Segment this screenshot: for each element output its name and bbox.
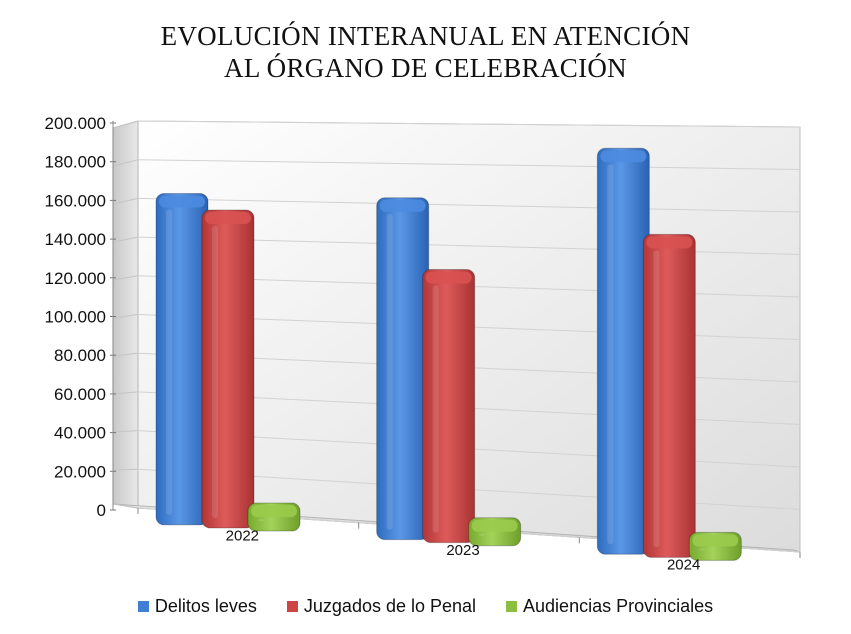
side-wall [112, 120, 139, 509]
side-gridline-8 [112, 197, 139, 205]
bar-body-2023-0 [376, 197, 430, 541]
bar-2023-1 [422, 269, 476, 544]
side-gridline-2 [112, 430, 139, 433]
bar-2024-0 [596, 147, 650, 555]
y-tick-label-1: 20.000 [54, 462, 106, 481]
side-gridline-4 [112, 352, 139, 357]
x-label-2024: 2024 [667, 557, 700, 574]
bars [155, 147, 742, 561]
y-tick-label-3: 60.000 [54, 385, 106, 404]
bar-top-2022-2 [251, 505, 297, 518]
gridline-10 [137, 120, 801, 128]
y-tick-label-5: 100.000 [45, 308, 106, 327]
x-label-2023: 2023 [446, 542, 479, 559]
legend-swatch-audiencias-provinciales [506, 601, 518, 612]
bar-body-2024-1 [642, 233, 696, 558]
side-gridline-3 [112, 391, 139, 395]
y-tick-label-9: 180.000 [45, 153, 106, 172]
side-gridline-10 [112, 120, 139, 129]
legend-swatch-delitos-leves [137, 601, 149, 612]
bar-body-2022-1 [201, 209, 255, 529]
legend-swatch-juzgados-penal [286, 601, 298, 612]
y-tick-label-6: 120.000 [45, 269, 106, 288]
legend-label-delitos-leves: Delitos leves [154, 596, 257, 616]
bar-top-2024-1 [646, 236, 693, 249]
bar-top-2022-0 [159, 195, 205, 208]
y-tick-label-10: 200.000 [45, 114, 106, 133]
legend: Delitos leves Juzgados de lo Penal Audie… [0, 596, 851, 617]
gridline-9 [137, 159, 801, 170]
side-gridline-9 [112, 159, 139, 167]
y-tick-label-0: 0 [97, 501, 106, 520]
chart-title-line-1: EVOLUCIÓN INTERANUAL EN ATENCIÓN [160, 21, 691, 51]
bar-shine-2024-1 [653, 250, 660, 548]
y-tick-label-8: 160.000 [45, 191, 106, 210]
y-axis: 0 20.000 40.000 60.000 80.000 100.000 120.000 1… [45, 114, 116, 520]
bar-2023-0 [376, 197, 430, 541]
bar-top-2023-0 [379, 199, 426, 212]
side-gridline-5 [112, 314, 139, 319]
bar-shine-2023-0 [386, 213, 393, 530]
side-gridline-1 [112, 468, 139, 471]
bar-top-2024-2 [692, 534, 739, 547]
bar-2024-2 [688, 531, 742, 561]
bar-shine-2024-0 [607, 164, 614, 545]
bar-shine-2022-2 [258, 519, 264, 522]
chart-title-line-2: AL ÓRGANO DE CELEBRACIÓN [224, 53, 627, 83]
legend-item-juzgados-penal: Juzgados de lo Penal [286, 596, 477, 617]
bar-shine-2022-0 [166, 209, 172, 515]
side-gridline-6 [112, 275, 139, 281]
gridline-8 [137, 197, 801, 213]
bar-top-2023-1 [425, 271, 472, 284]
x-axis: 2022 2023 2024 [137, 508, 801, 574]
bar-top-2023-2 [471, 519, 518, 532]
bar-2022-1 [201, 209, 255, 529]
legend-item-audiencias-provinciales: Audiencias Provinciales [506, 596, 713, 617]
side-gridline-7 [112, 236, 139, 243]
bar-2022-0 [155, 192, 209, 526]
chart-title: EVOLUCIÓN INTERANUAL EN ATENCIÓN AL ÓRGA… [0, 20, 851, 84]
bar-shine-2024-2 [699, 548, 706, 551]
y-tick-label-7: 140.000 [45, 230, 106, 249]
legend-label-audiencias-provinciales: Audiencias Provinciales [523, 596, 714, 616]
bar-top-2022-1 [205, 212, 251, 225]
bar-shine-2023-1 [432, 285, 439, 533]
y-tick-label-2: 40.000 [54, 424, 106, 443]
bar-body-2024-0 [596, 147, 650, 555]
legend-item-delitos-leves: Delitos leves [137, 596, 257, 617]
bar-2022-2 [247, 502, 301, 532]
bar-top-2024-0 [600, 150, 647, 163]
bar-shine-2023-2 [478, 533, 485, 536]
bar-shine-2022-1 [212, 226, 218, 518]
legend-label-juzgados-penal: Juzgados de lo Penal [303, 596, 477, 616]
bar-2023-2 [468, 517, 522, 547]
side-gridline-0 [112, 503, 139, 509]
bar-2024-1 [642, 233, 696, 558]
x-label-2022: 2022 [226, 527, 259, 544]
y-tick-label-4: 80.000 [54, 346, 106, 365]
bar-body-2023-1 [422, 269, 476, 544]
bar-body-2022-0 [155, 192, 209, 526]
